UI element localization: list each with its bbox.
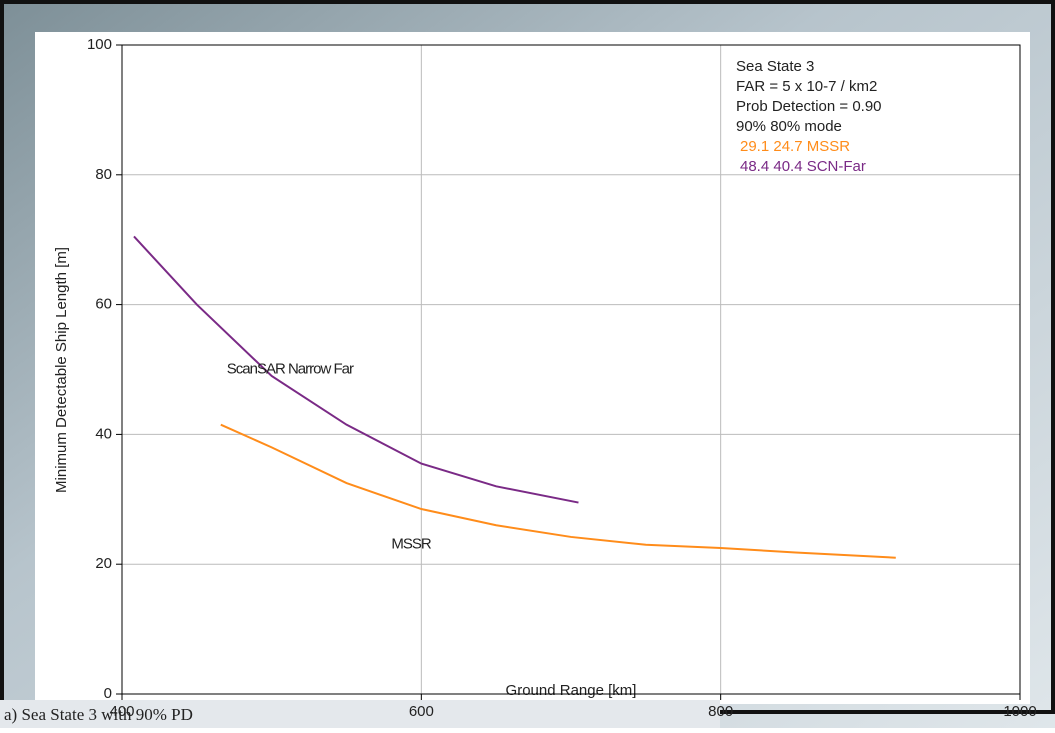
y-axis-label: Minimum Detectable Ship Length [m] [53, 247, 70, 493]
caption-strip [0, 700, 720, 728]
y-tick-label: 20 [95, 555, 112, 572]
info-series-line: 48.4 40.4 SCN-Far [740, 158, 866, 175]
info-line: FAR = 5 x 10-7 / km2 [736, 78, 877, 95]
x-tick-label: 600 [409, 703, 434, 720]
y-tick-label: 60 [95, 296, 112, 313]
y-tick-label: 0 [104, 685, 112, 702]
info-line: Prob Detection = 0.90 [736, 98, 882, 115]
series-line [133, 235, 579, 504]
x-tick-label: 800 [708, 703, 733, 720]
x-axis-label: Ground Range [km] [506, 682, 637, 699]
x-tick-label: 400 [109, 703, 134, 720]
plot-frame [121, 44, 1021, 695]
y-tick-label: 40 [95, 425, 112, 442]
annotation: ScanSAR Narrow Far [227, 360, 354, 377]
caption: a) Sea State 3 with 90% PD [4, 705, 193, 724]
annotation: MSSR [391, 536, 432, 553]
info-series-line: 29.1 24.7 MSSR [740, 138, 850, 155]
y-tick-label: 100 [87, 36, 112, 53]
y-tick-label: 80 [95, 166, 112, 183]
chart-panel [35, 32, 1030, 704]
info-line: Sea State 3 [736, 58, 814, 75]
info-line: 90% 80% mode [736, 118, 842, 135]
series-line [220, 423, 896, 559]
x-tick-label: 1000 [1003, 703, 1036, 720]
